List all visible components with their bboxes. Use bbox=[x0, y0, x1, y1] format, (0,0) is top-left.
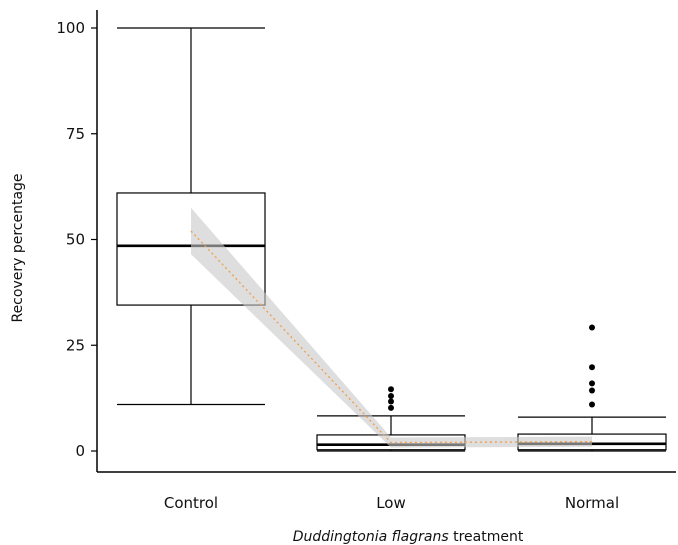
x-tick-label: Control bbox=[164, 494, 218, 512]
y-tick-label: 25 bbox=[66, 336, 85, 354]
x-tick-label: Low bbox=[376, 494, 406, 512]
outlier-point bbox=[589, 380, 595, 387]
x-tick-label: Normal bbox=[565, 494, 619, 512]
outlier-point bbox=[589, 324, 595, 331]
outlier-point bbox=[589, 401, 595, 408]
outlier-point bbox=[388, 398, 394, 405]
outlier-point bbox=[388, 393, 394, 400]
outlier-point bbox=[589, 387, 595, 394]
y-tick-label: 0 bbox=[75, 442, 85, 460]
x-axis: Control Low Normal bbox=[97, 471, 676, 512]
x-axis-title-rest: treatment bbox=[449, 529, 524, 545]
y-axis-title: Recovery percentage bbox=[10, 173, 26, 322]
trend-line bbox=[190, 230, 593, 444]
y-tick-label: 50 bbox=[66, 231, 85, 249]
x-axis-title-italic: Duddingtonia flagrans bbox=[293, 529, 449, 545]
outlier-point bbox=[388, 404, 394, 411]
y-tick-label: 75 bbox=[66, 125, 85, 143]
outlier-point bbox=[589, 364, 595, 371]
box-normal bbox=[517, 324, 667, 452]
x-axis-title: Duddingtonia flagrans treatment bbox=[293, 529, 524, 545]
y-axis: 0 25 50 75 100 bbox=[56, 10, 98, 472]
outlier-point bbox=[388, 386, 394, 393]
confidence-band bbox=[191, 207, 592, 448]
trend-group bbox=[190, 207, 593, 448]
y-tick-label: 100 bbox=[56, 19, 85, 37]
